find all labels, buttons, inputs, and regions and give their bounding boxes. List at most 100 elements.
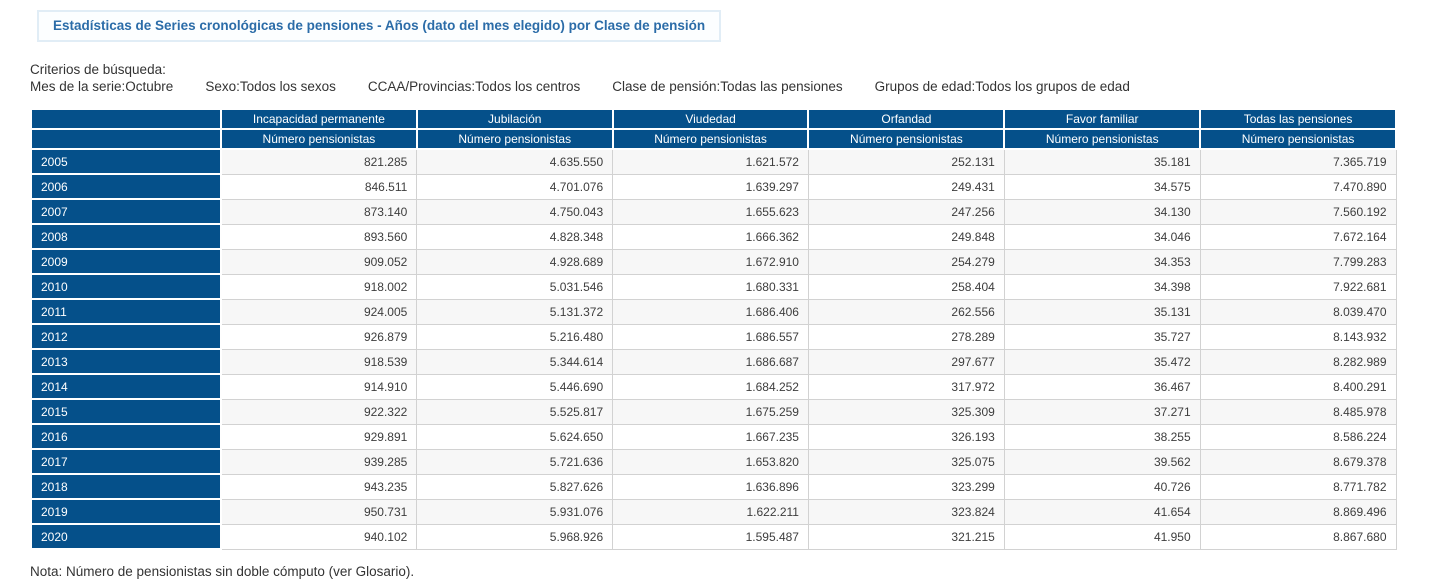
value-cell: 1.653.820	[612, 448, 809, 475]
value-cell: 34.353	[1003, 248, 1201, 275]
year-cell: 2011	[30, 298, 222, 325]
year-cell: 2009	[30, 248, 222, 275]
value-cell: 5.446.690	[416, 373, 614, 400]
table-row: 2011 924.005 5.131.372 1.686.406 262.556 35.1…	[30, 298, 1397, 325]
value-cell: 254.279	[807, 248, 1005, 275]
value-cell: 1.621.572	[612, 148, 809, 175]
value-cell: 1.686.557	[612, 323, 809, 350]
value-cell: 5.031.546	[416, 273, 614, 300]
value-cell: 940.102	[220, 523, 418, 550]
value-cell: 8.039.470	[1199, 298, 1397, 325]
value-cell: 35.727	[1003, 323, 1201, 350]
value-cell: 7.470.890	[1199, 173, 1397, 200]
subheader-cell: Número pensionistas	[611, 128, 810, 150]
value-cell: 1.595.487	[612, 523, 809, 550]
value-cell: 37.271	[1003, 398, 1201, 425]
value-cell: 1.666.362	[612, 223, 809, 250]
value-cell: 1.655.623	[612, 198, 809, 225]
criteria-item-3: CCAA/Provincias:Todos los centros	[367, 79, 581, 94]
value-cell: 8.869.496	[1199, 498, 1397, 525]
table-row: 2008 893.560 4.828.348 1.666.362 249.848 34.0…	[30, 223, 1397, 250]
value-cell: 7.560.192	[1199, 198, 1397, 225]
subheader-cell: Número pensionistas	[220, 128, 418, 150]
year-cell: 2015	[30, 398, 222, 425]
value-cell: 8.679.378	[1199, 448, 1397, 475]
value-cell: 893.560	[220, 223, 418, 250]
criteria-item-5: Grupos de edad:Todos los grupos de edad	[874, 79, 1130, 94]
criteria-item-4: Clase de pensión:Todas las pensiones	[612, 79, 843, 94]
column-group-header: Viudedad	[611, 108, 810, 130]
column-group-header: Jubilación	[415, 108, 614, 130]
table-row: 2020 940.102 5.968.926 1.595.487 321.215 41.9…	[30, 523, 1397, 550]
pension-series-table: Incapacidad permanente Jubilación Viudedad…	[30, 108, 1397, 550]
value-cell: 249.848	[807, 223, 1005, 250]
value-cell: 1.639.297	[612, 173, 809, 200]
value-cell: 7.799.283	[1199, 248, 1397, 275]
column-group-header: Todas las pensiones	[1199, 108, 1397, 130]
value-cell: 5.525.817	[416, 398, 614, 425]
value-cell: 5.216.480	[416, 323, 614, 350]
value-cell: 258.404	[807, 273, 1005, 300]
column-group-header: Incapacidad permanente	[220, 108, 418, 130]
corner-cell	[30, 108, 222, 130]
table-header: Incapacidad permanente Jubilación Viudedad…	[30, 108, 1397, 150]
value-cell: 4.635.550	[416, 148, 614, 175]
value-cell: 317.972	[807, 373, 1005, 400]
value-cell: 7.922.681	[1199, 273, 1397, 300]
value-cell: 1.686.406	[612, 298, 809, 325]
page-title: Estadísticas de Series cronológicas de p…	[53, 18, 706, 33]
year-cell: 2005	[30, 148, 222, 175]
table-body: 2005 821.285 4.635.550 1.621.572 252.131 35.1…	[30, 148, 1397, 550]
search-criteria: Criterios de búsqueda: Mes de la serie:O…	[30, 62, 1408, 95]
value-cell: 5.931.076	[416, 498, 614, 525]
table-row: 2009 909.052 4.928.689 1.672.910 254.279 34.3…	[30, 248, 1397, 275]
value-cell: 5.721.636	[416, 448, 614, 475]
value-cell: 278.289	[807, 323, 1005, 350]
value-cell: 8.282.989	[1199, 348, 1397, 375]
value-cell: 909.052	[220, 248, 418, 275]
table-row: 2012 926.879 5.216.480 1.686.557 278.289 35.7…	[30, 323, 1397, 350]
value-cell: 943.235	[220, 473, 418, 500]
value-cell: 34.575	[1003, 173, 1201, 200]
year-cell: 2013	[30, 348, 222, 375]
year-cell: 2017	[30, 448, 222, 475]
column-group-header: Favor familiar	[1003, 108, 1202, 130]
value-cell: 35.472	[1003, 348, 1201, 375]
value-cell: 5.968.926	[416, 523, 614, 550]
value-cell: 4.750.043	[416, 198, 614, 225]
value-cell: 918.539	[220, 348, 418, 375]
value-cell: 914.910	[220, 373, 418, 400]
value-cell: 1.675.259	[612, 398, 809, 425]
value-cell: 34.130	[1003, 198, 1201, 225]
value-cell: 1.680.331	[612, 273, 809, 300]
value-cell: 38.255	[1003, 423, 1201, 450]
value-cell: 922.322	[220, 398, 418, 425]
criteria-items: Mes de la serie:Octubre Sexo:Todos los se…	[30, 79, 1408, 95]
value-cell: 325.309	[807, 398, 1005, 425]
table-row: 2016 929.891 5.624.650 1.667.235 326.193 38.2…	[30, 423, 1397, 450]
value-cell: 247.256	[807, 198, 1005, 225]
value-cell: 325.075	[807, 448, 1005, 475]
table-row: 2017 939.285 5.721.636 1.653.820 325.075 39.5…	[30, 448, 1397, 475]
value-cell: 5.624.650	[416, 423, 614, 450]
value-cell: 918.002	[220, 273, 418, 300]
year-cell: 2014	[30, 373, 222, 400]
value-cell: 249.431	[807, 173, 1005, 200]
subheader-cell: Número pensionistas	[1199, 128, 1397, 150]
value-cell: 323.299	[807, 473, 1005, 500]
subheader-cell: Número pensionistas	[415, 128, 614, 150]
value-cell: 8.867.680	[1199, 523, 1397, 550]
value-cell: 821.285	[220, 148, 418, 175]
value-cell: 873.140	[220, 198, 418, 225]
value-cell: 1.636.896	[612, 473, 809, 500]
value-cell: 40.726	[1003, 473, 1201, 500]
table-row: 2019 950.731 5.931.076 1.622.211 323.824 41.6…	[30, 498, 1397, 525]
value-cell: 35.181	[1003, 148, 1201, 175]
value-cell: 939.285	[220, 448, 418, 475]
value-cell: 262.556	[807, 298, 1005, 325]
table-row: 2015 922.322 5.525.817 1.675.259 325.309 37.2…	[30, 398, 1397, 425]
value-cell: 326.193	[807, 423, 1005, 450]
report-title-box: Estadísticas de Series cronológicas de p…	[37, 10, 722, 42]
value-cell: 252.131	[807, 148, 1005, 175]
year-cell: 2019	[30, 498, 222, 525]
